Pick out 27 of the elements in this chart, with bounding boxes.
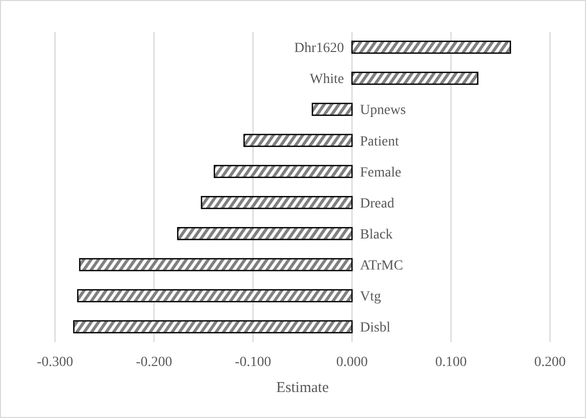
x-axis-title: Estimate: [276, 380, 330, 396]
bar: [351, 40, 512, 54]
bar: [214, 164, 353, 178]
x-tick-label: 0.000: [336, 355, 368, 370]
x-tick-label: 0.200: [534, 355, 566, 370]
y-tick-label: Dread: [360, 196, 394, 212]
bar: [79, 258, 353, 272]
y-tick-label: Upnews: [360, 103, 406, 118]
bar: [73, 320, 353, 334]
bar: [351, 72, 478, 85]
bar: [77, 289, 353, 302]
y-tick-label: Female: [360, 165, 402, 180]
x-tick-label: -0.100: [234, 355, 272, 370]
y-tick-label: Dhr1620: [294, 41, 344, 56]
x-tick-label: -0.300: [36, 355, 74, 370]
y-tick-label: ATrMC: [360, 258, 404, 274]
y-tick-label: Disbl: [360, 320, 390, 336]
x-tick-label: -0.200: [136, 355, 172, 370]
bar: [312, 102, 353, 116]
bar: [243, 134, 353, 147]
bar: [200, 196, 353, 210]
x-tick-label: 0.100: [435, 355, 467, 370]
y-tick-label: Vtg: [360, 290, 381, 305]
y-tick-label: Patient: [360, 134, 399, 150]
bar: [177, 227, 353, 240]
y-tick-label: White: [310, 72, 344, 88]
y-tick-label: Black: [360, 227, 393, 242]
